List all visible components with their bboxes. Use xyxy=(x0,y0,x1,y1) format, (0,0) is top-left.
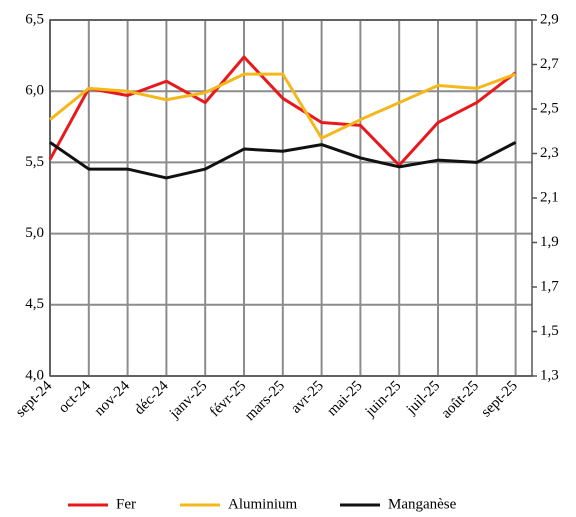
y-tick-label: 4,5 xyxy=(25,296,44,312)
y-tick-label: 5,5 xyxy=(25,154,44,170)
x-tick-label: sept-25 xyxy=(478,378,521,421)
x-tick-label: juin-25 xyxy=(362,378,405,421)
y2-tick-label: 2,5 xyxy=(540,100,559,116)
series-line xyxy=(49,72,517,140)
x-tick-label: sept-24 xyxy=(13,378,56,421)
x-tick-label: déc-24 xyxy=(131,378,172,419)
plot-frame xyxy=(49,19,533,377)
x-tick-label: nov-24 xyxy=(91,378,133,420)
series-line xyxy=(48,55,517,167)
legend-label: Fer xyxy=(116,496,136,512)
y2-tick-label: 1,9 xyxy=(540,234,559,250)
x-tick-label: janv-25 xyxy=(166,378,210,422)
legend-label: Manganèse xyxy=(388,496,457,512)
x-tick-label: mars-25 xyxy=(242,378,288,424)
y2-tick-label: 2,7 xyxy=(540,56,559,72)
x-tick-label: avr-25 xyxy=(288,378,327,417)
y-tick-label: 6,5 xyxy=(25,11,44,27)
y2-tick-label: 1,7 xyxy=(540,278,559,294)
x-tick-label: oct-24 xyxy=(56,378,95,417)
y-tick-label: 5,0 xyxy=(25,225,44,241)
y-tick-label: 6,0 xyxy=(25,83,44,99)
series-line xyxy=(49,141,517,180)
y2-tick-label: 1,3 xyxy=(540,367,559,383)
y2-tick-label: 1,5 xyxy=(540,323,559,339)
x-tick-label: mai-25 xyxy=(324,378,365,419)
x-tick-label: juil-25 xyxy=(403,378,443,418)
y2-tick-label: 2,9 xyxy=(540,11,559,27)
x-tick-label: août-25 xyxy=(438,378,482,422)
y2-tick-label: 2,3 xyxy=(540,145,559,161)
y2-tick-label: 2,1 xyxy=(540,189,559,205)
y-tick-label: 4,0 xyxy=(25,367,44,383)
legend-label: Aluminium xyxy=(228,496,298,512)
